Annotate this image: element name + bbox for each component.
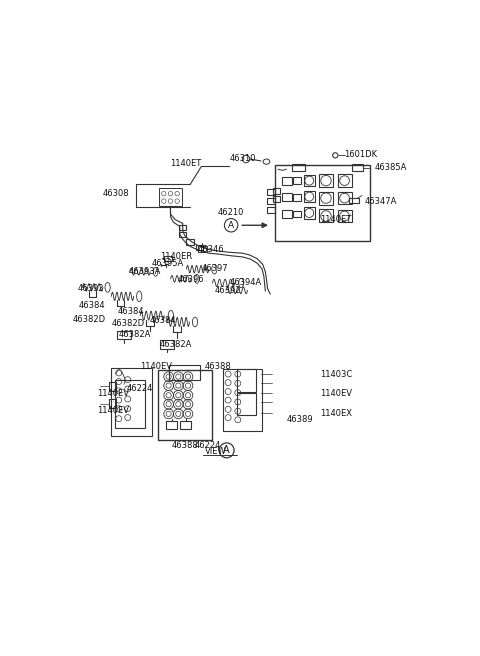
Bar xyxy=(282,176,292,185)
Text: 1140EV: 1140EV xyxy=(140,361,172,371)
Bar xyxy=(293,211,301,217)
Text: A: A xyxy=(228,221,234,230)
Text: 46382D: 46382D xyxy=(112,319,145,329)
Text: 46382A: 46382A xyxy=(119,330,151,338)
Bar xyxy=(160,340,174,349)
Text: 11403C: 11403C xyxy=(321,369,353,379)
Bar xyxy=(267,198,275,204)
Text: 46384: 46384 xyxy=(118,307,144,316)
Bar xyxy=(117,331,132,339)
Bar xyxy=(109,382,116,391)
Text: 46396: 46396 xyxy=(177,275,204,283)
Text: 46224: 46224 xyxy=(195,441,221,450)
Bar xyxy=(179,232,186,237)
Bar xyxy=(111,367,152,436)
Text: 46210: 46210 xyxy=(218,208,244,216)
Bar xyxy=(319,209,334,222)
Bar xyxy=(169,365,201,380)
Bar xyxy=(319,192,334,205)
Bar xyxy=(186,239,194,245)
Text: 46393A: 46393A xyxy=(129,267,161,276)
Bar xyxy=(267,207,275,213)
Bar xyxy=(179,224,186,230)
Bar xyxy=(180,421,192,429)
Bar xyxy=(293,177,301,184)
Bar xyxy=(198,246,206,252)
Text: 1140ET: 1140ET xyxy=(170,159,201,169)
Text: 1140ER: 1140ER xyxy=(160,253,192,261)
Bar xyxy=(282,210,292,218)
Bar xyxy=(319,174,334,187)
Bar xyxy=(352,164,363,171)
Text: 46388: 46388 xyxy=(204,361,231,371)
Text: 46224: 46224 xyxy=(127,384,153,393)
Text: 46392: 46392 xyxy=(215,286,241,295)
Text: 46346: 46346 xyxy=(198,245,224,254)
Bar xyxy=(115,380,145,428)
Text: 46389: 46389 xyxy=(286,415,313,424)
Text: 46384: 46384 xyxy=(149,316,176,325)
Text: 46382D: 46382D xyxy=(73,314,106,323)
Bar xyxy=(337,210,352,222)
Bar xyxy=(275,165,370,241)
Bar xyxy=(282,194,292,201)
Text: 1140EV: 1140EV xyxy=(321,388,352,398)
Bar xyxy=(337,174,352,187)
Bar xyxy=(238,369,256,392)
Text: 46308: 46308 xyxy=(103,189,130,198)
Text: 46382A: 46382A xyxy=(160,340,192,349)
Bar xyxy=(304,175,315,186)
Text: VIEW: VIEW xyxy=(205,447,227,455)
Bar xyxy=(273,188,280,194)
Bar xyxy=(164,256,171,261)
Text: 46394A: 46394A xyxy=(229,278,262,287)
Bar xyxy=(109,400,116,408)
Bar xyxy=(166,421,177,429)
Bar xyxy=(273,196,280,202)
Bar xyxy=(159,188,182,206)
Text: 46310: 46310 xyxy=(229,154,256,163)
Bar xyxy=(349,197,359,203)
Bar xyxy=(304,191,315,202)
Bar xyxy=(223,369,262,431)
Bar xyxy=(196,245,203,250)
Text: 1140ET: 1140ET xyxy=(321,215,352,224)
Text: 46395A: 46395A xyxy=(151,259,183,268)
Bar xyxy=(293,194,301,201)
Bar xyxy=(337,192,352,205)
Text: 1140EV: 1140EV xyxy=(97,405,129,415)
Bar xyxy=(304,207,315,218)
Text: 1140EX: 1140EX xyxy=(321,409,352,419)
Text: 46384: 46384 xyxy=(79,300,105,310)
Bar xyxy=(291,164,305,171)
Text: 46347A: 46347A xyxy=(365,197,397,205)
Text: A: A xyxy=(223,445,230,455)
Text: 1601DK: 1601DK xyxy=(345,150,378,159)
Bar xyxy=(157,369,212,440)
Text: 46397: 46397 xyxy=(202,264,228,272)
Text: 46392: 46392 xyxy=(78,284,104,293)
Bar xyxy=(238,393,256,415)
Text: 1140EV: 1140EV xyxy=(97,388,129,398)
Text: 46388: 46388 xyxy=(172,441,198,450)
Text: 46385A: 46385A xyxy=(374,163,407,172)
Bar xyxy=(267,189,275,195)
